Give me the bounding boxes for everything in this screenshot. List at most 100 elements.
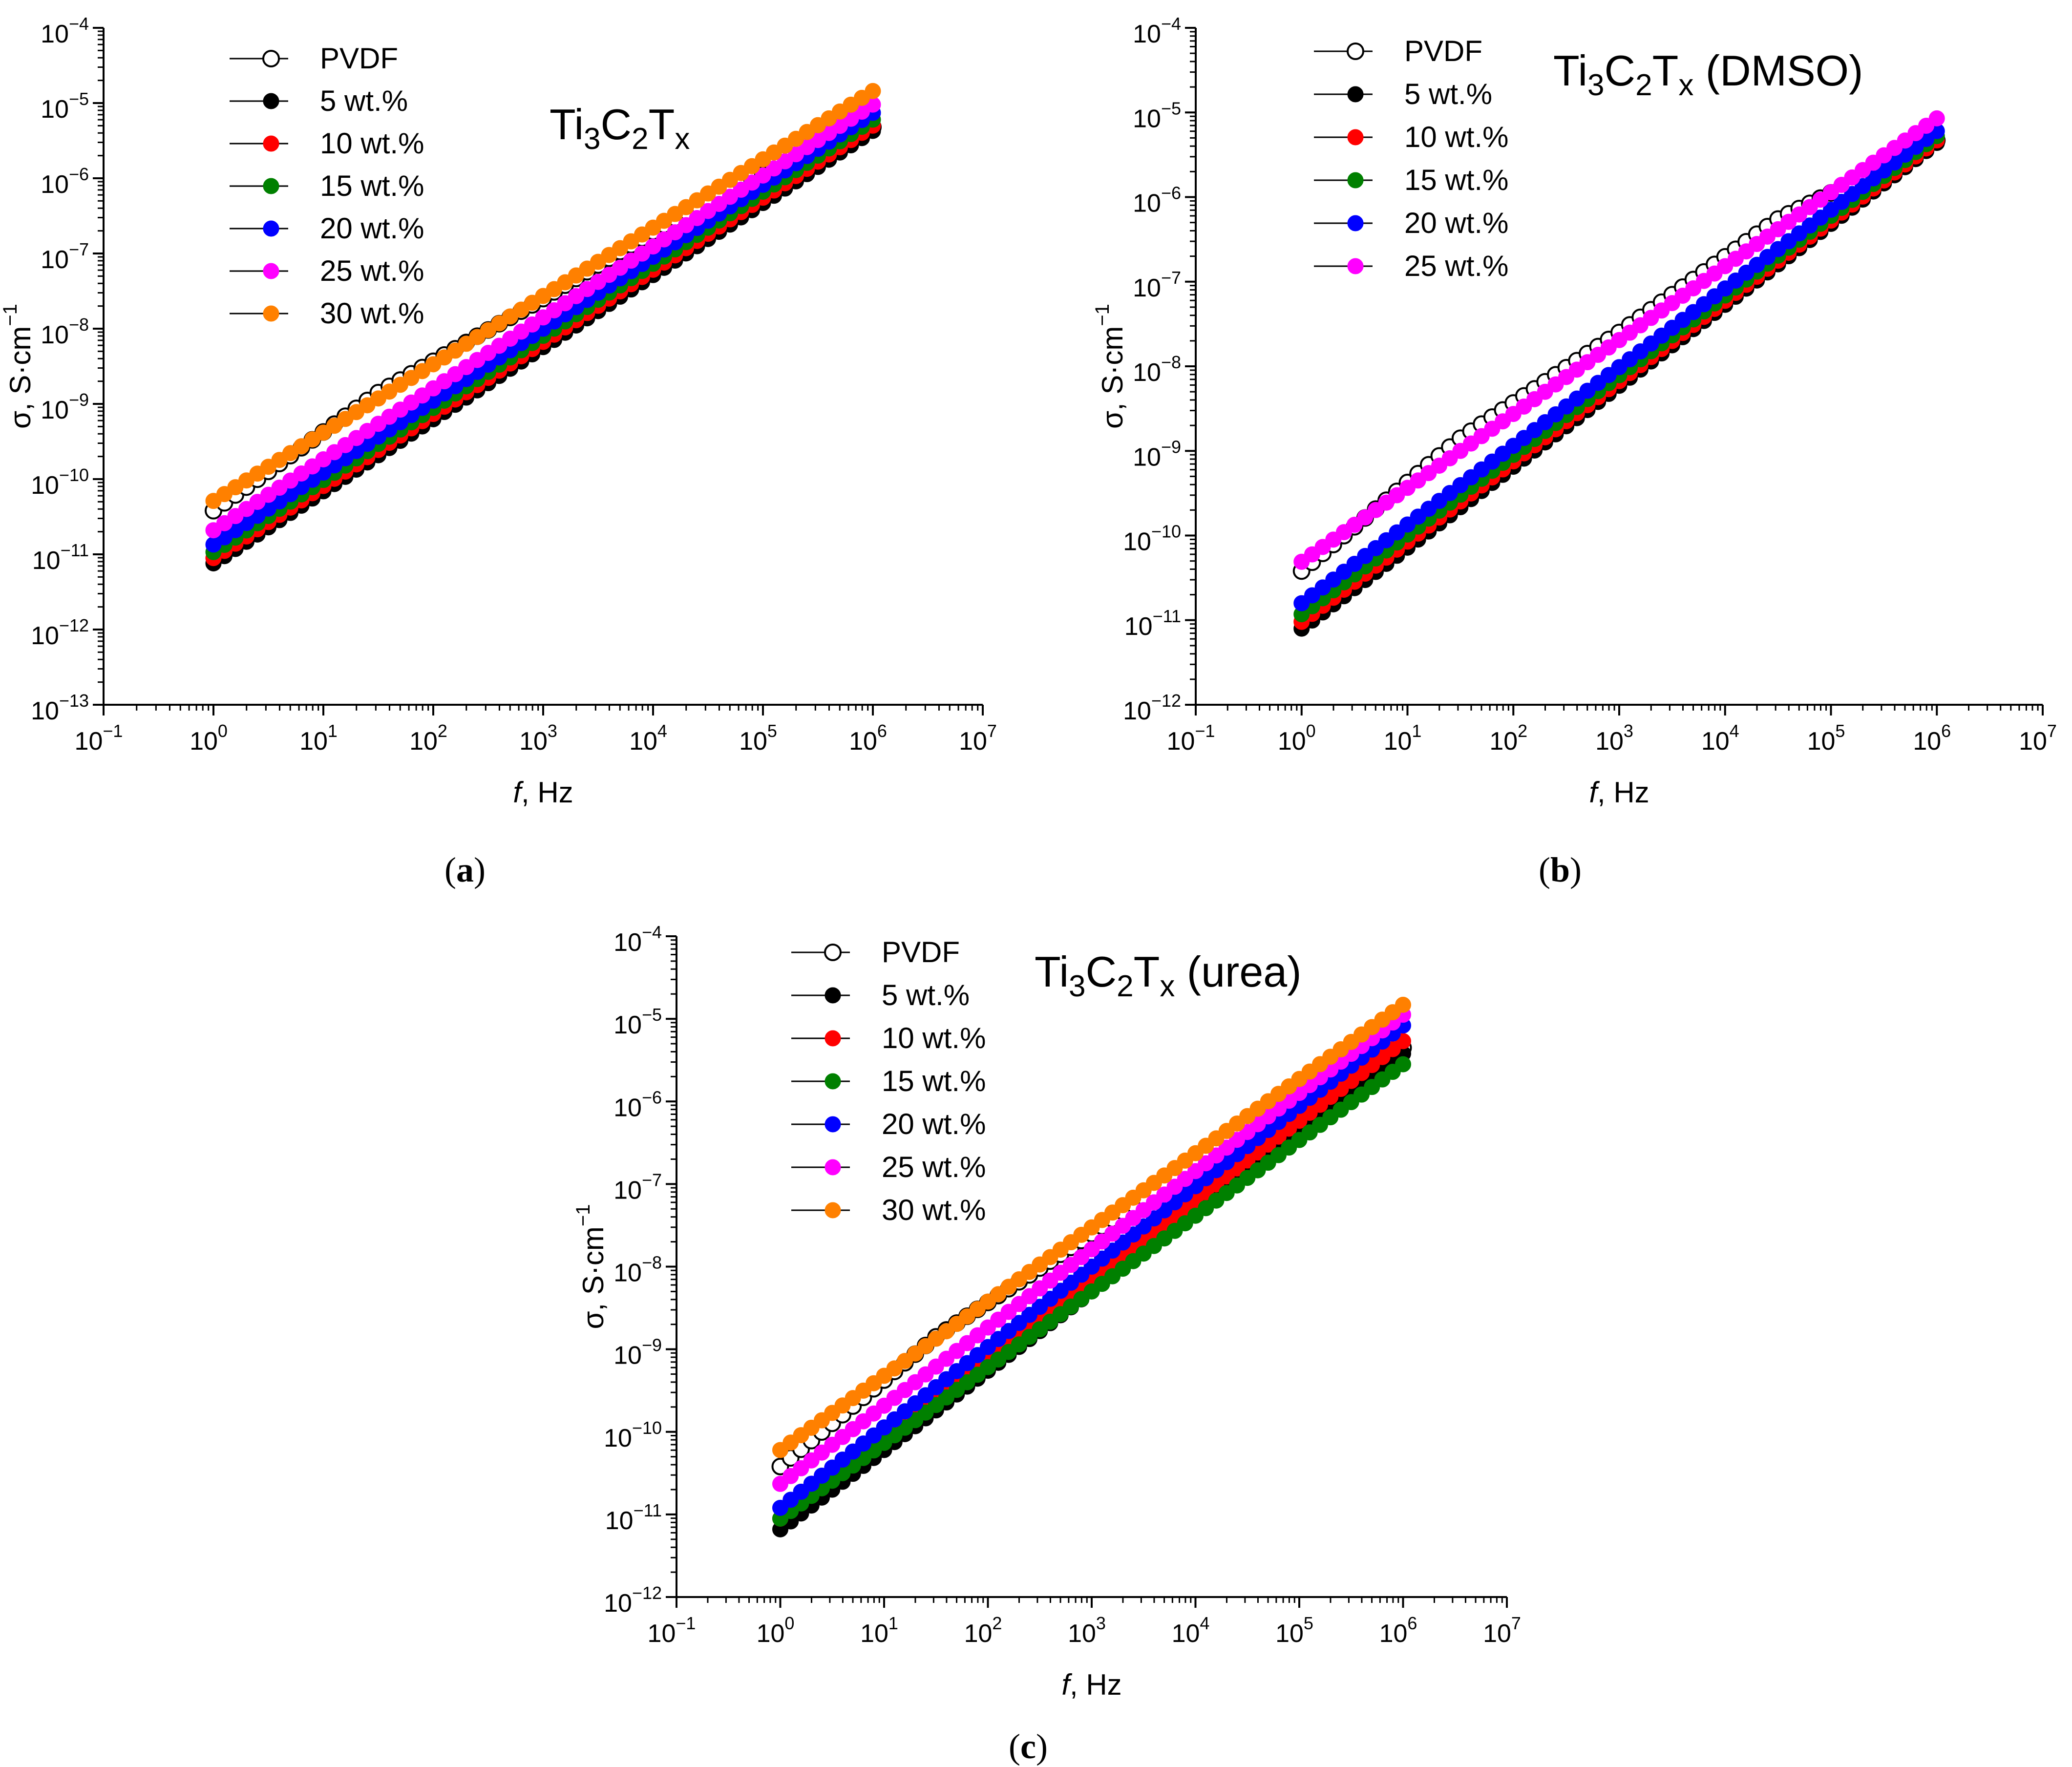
data-point: [865, 83, 881, 99]
legend-marker: [1347, 258, 1364, 274]
legend-marker: [825, 987, 841, 1004]
data-point: [1928, 110, 1945, 126]
y-tick-label: 10−5: [1133, 98, 1181, 133]
y-tick-label: 10−8: [41, 315, 89, 349]
y-tick-label: 10−5: [41, 89, 89, 124]
y-tick-label: 10−4: [613, 922, 662, 957]
legend-marker: [1347, 172, 1364, 189]
x-tick-label: 107: [1483, 1613, 1521, 1648]
legend-item: 20 wt.%: [791, 1108, 986, 1140]
legend-marker: [1347, 42, 1364, 60]
legend-item: 25 wt.%: [791, 1151, 986, 1183]
series-20-wt-: [1293, 123, 1945, 611]
y-tick-label: 10−6: [1133, 183, 1181, 218]
x-tick-label: 106: [849, 721, 887, 756]
y-tick-label: 10−6: [41, 164, 89, 199]
legend-item: PVDF: [230, 42, 398, 75]
y-axis-label: σ, S·cm−1: [1092, 304, 1129, 429]
chart-panel-a: 10−1 100 101 102 103 104 105 106 107 10−13 10−12 10…: [0, 14, 997, 809]
y-tick-label: 10−4: [41, 14, 89, 48]
y-tick-label: 10−10: [1123, 522, 1181, 556]
legend-marker: [1347, 215, 1364, 231]
series-25-wt-: [205, 96, 881, 539]
legend-item: 30 wt.%: [230, 297, 424, 330]
legend-marker: [263, 263, 279, 279]
x-tick-label: 10−1: [75, 721, 123, 756]
x-tick-label: 106: [1913, 721, 1951, 756]
x-tick-label: 103: [1068, 1613, 1106, 1648]
legend-item: PVDF: [1314, 35, 1482, 67]
y-tick-label: 10−9: [1133, 437, 1181, 471]
panel-label-a: (a): [444, 850, 486, 889]
x-tick-label: 105: [1807, 721, 1845, 756]
y-tick-label: 10−10: [604, 1418, 662, 1452]
series-30-wt-: [205, 83, 881, 509]
legend-label: 10 wt.%: [882, 1022, 986, 1054]
legend-item: 15 wt.%: [1314, 164, 1508, 196]
x-tick-label: 107: [959, 721, 997, 756]
legend-label: 10 wt.%: [320, 127, 424, 160]
y-tick-label: 10−13: [31, 691, 89, 725]
y-tick-label: 10−11: [1124, 606, 1181, 641]
legend-marker: [263, 220, 279, 237]
legend-item: 10 wt.%: [1314, 121, 1508, 153]
x-tick-label: 102: [964, 1613, 1002, 1648]
y-tick-label: 10−10: [31, 465, 89, 500]
x-tick-label: 101: [299, 721, 338, 756]
legend-item: 5 wt.%: [791, 979, 970, 1011]
x-tick-label: 104: [1701, 721, 1739, 756]
legend-item: 25 wt.%: [230, 254, 424, 287]
legend-marker: [263, 305, 279, 322]
legend-label: 10 wt.%: [1404, 121, 1508, 153]
legend-marker: [263, 178, 279, 194]
legend-label: 15 wt.%: [882, 1065, 986, 1097]
legend-label: PVDF: [1404, 35, 1482, 67]
legend-label: 15 wt.%: [320, 169, 424, 202]
chart-panel-c: 10−1 100 101 102 103 104 105 106 107 10−12 10−11 10…: [572, 922, 1521, 1701]
series-25-wt-: [772, 1007, 1411, 1492]
x-tick-label: 106: [1379, 1613, 1417, 1648]
legend-label: PVDF: [320, 42, 398, 75]
legend-marker: [1347, 129, 1364, 146]
legend-label: 30 wt.%: [320, 297, 424, 330]
series-25-wt-: [1293, 110, 1945, 570]
legend-item: 10 wt.%: [230, 127, 424, 160]
legend-item: 15 wt.%: [791, 1065, 986, 1097]
y-tick-label: 10−12: [604, 1583, 662, 1618]
legend-label: 20 wt.%: [320, 212, 424, 245]
y-tick-label: 10−12: [31, 615, 89, 650]
chart-title: Ti3C2Tx (urea): [1035, 947, 1302, 1003]
legend-label: 30 wt.%: [882, 1194, 986, 1226]
legend-marker: [825, 1202, 841, 1219]
legend-item: PVDF: [791, 936, 960, 968]
legend-label: PVDF: [882, 936, 960, 968]
x-tick-label: 100: [1278, 721, 1316, 756]
x-axis-label: f, Hz: [1061, 1668, 1121, 1701]
panel-label-c: (c): [1009, 1727, 1048, 1766]
chart-title: Ti3C2Tx: [550, 100, 690, 156]
x-tick-label: 104: [629, 721, 667, 756]
legend-marker: [825, 1159, 841, 1176]
x-tick-label: 102: [409, 721, 447, 756]
legend-item: 25 wt.%: [1314, 250, 1508, 282]
legend-marker: [824, 944, 842, 961]
legend-marker: [263, 135, 279, 152]
data-point: [1395, 996, 1411, 1013]
legend-marker: [825, 1073, 841, 1090]
series-15-wt-: [772, 1056, 1411, 1527]
x-tick-label: 100: [757, 1613, 795, 1648]
legend-item: 15 wt.%: [230, 169, 424, 202]
legend-label: 15 wt.%: [1404, 164, 1508, 196]
legend-item: 30 wt.%: [791, 1194, 986, 1226]
x-tick-label: 101: [1384, 721, 1422, 756]
y-tick-label: 10−9: [613, 1335, 662, 1370]
x-tick-label: 105: [1275, 1613, 1313, 1648]
legend-label: 5 wt.%: [1404, 78, 1492, 110]
x-tick-label: 103: [1595, 721, 1633, 756]
legend-label: 5 wt.%: [320, 84, 408, 117]
y-tick-label: 10−9: [41, 390, 89, 424]
chart-title: Ti3C2Tx (DMSO): [1553, 46, 1863, 102]
y-tick-label: 10−7: [1133, 268, 1181, 302]
legend-marker: [1347, 86, 1364, 103]
series-30-wt-: [772, 996, 1411, 1458]
